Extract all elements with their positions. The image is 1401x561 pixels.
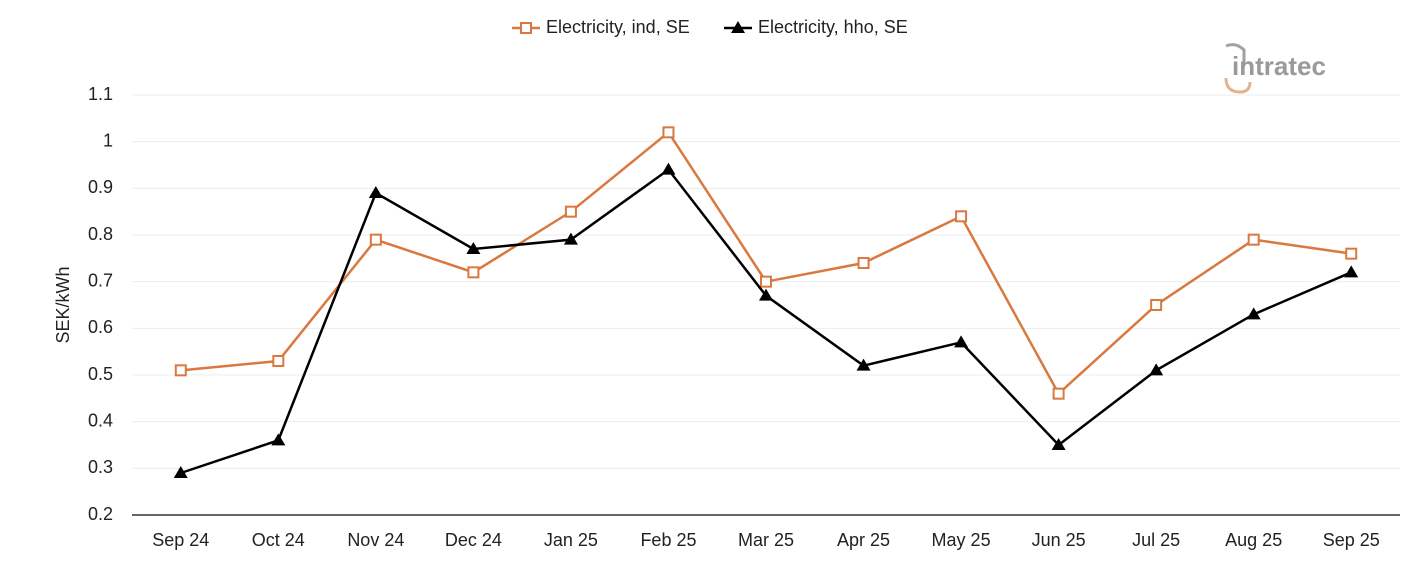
marker (1344, 265, 1359, 278)
y-tick-label: 0.5 (88, 364, 113, 384)
x-tick-label: Oct 24 (252, 530, 305, 550)
marker (174, 364, 187, 377)
marker (1247, 233, 1260, 246)
marker (954, 335, 969, 348)
marker (857, 257, 870, 269)
series (174, 126, 1358, 400)
logo: intratec (1224, 43, 1326, 94)
x-tick-label: Sep 24 (152, 530, 209, 550)
x-tick-label: Aug 25 (1225, 530, 1282, 550)
marker (369, 233, 382, 246)
y-tick-label: 0.6 (88, 317, 113, 337)
marker (1149, 363, 1164, 376)
marker (1246, 307, 1261, 320)
y-tick-label: 0.2 (88, 504, 113, 524)
legend-item: Electricity, hho, SE (724, 17, 908, 37)
marker (368, 186, 383, 198)
series-line (180, 130, 1352, 396)
marker (1051, 438, 1066, 450)
series-line (180, 167, 1352, 475)
series (173, 162, 1359, 478)
marker (1345, 247, 1358, 260)
marker (760, 275, 772, 288)
y-tick-label: 1 (103, 130, 113, 150)
marker (520, 22, 532, 34)
watermark: intratec (1232, 51, 1326, 81)
legend-item: Electricity, ind, SE (512, 17, 690, 37)
marker (564, 205, 577, 218)
x-tick-label: Jul 25 (1132, 530, 1180, 550)
y-tick-label: 0.9 (88, 177, 113, 197)
x-tick-label: Sep 25 (1323, 530, 1380, 550)
y-tick-label: 0.4 (88, 410, 113, 430)
y-tick-label: 0.3 (88, 457, 113, 477)
marker (856, 358, 871, 371)
marker (563, 232, 578, 245)
marker (955, 210, 968, 223)
y-tick-label: 1.1 (88, 84, 113, 104)
marker (1052, 387, 1065, 400)
x-tick-label: Dec 24 (445, 530, 502, 550)
legend-label: Electricity, ind, SE (546, 17, 690, 37)
x-tick-label: May 25 (932, 530, 991, 550)
y-axis-label: SEK/kWh (53, 266, 73, 343)
legend-label: Electricity, hho, SE (758, 17, 908, 37)
x-tick-label: Jun 25 (1032, 530, 1086, 550)
logo-arc (1225, 43, 1246, 64)
marker (731, 21, 745, 33)
marker (759, 288, 773, 301)
x-tick-label: Apr 25 (837, 530, 890, 550)
marker (271, 433, 286, 446)
marker (272, 355, 285, 367)
x-tick-label: Nov 24 (347, 530, 404, 550)
marker (467, 266, 480, 279)
marker (466, 242, 481, 254)
marker (173, 466, 188, 478)
marker (1150, 299, 1163, 311)
x-tick-label: Jan 25 (544, 530, 598, 550)
x-tick-label: Mar 25 (738, 530, 794, 550)
x-tick-label: Feb 25 (640, 530, 696, 550)
logo-hook (1224, 77, 1252, 94)
marker (662, 126, 675, 139)
y-tick-label: 0.8 (88, 224, 113, 244)
marker (661, 162, 676, 175)
y-tick-label: 0.7 (88, 270, 113, 290)
